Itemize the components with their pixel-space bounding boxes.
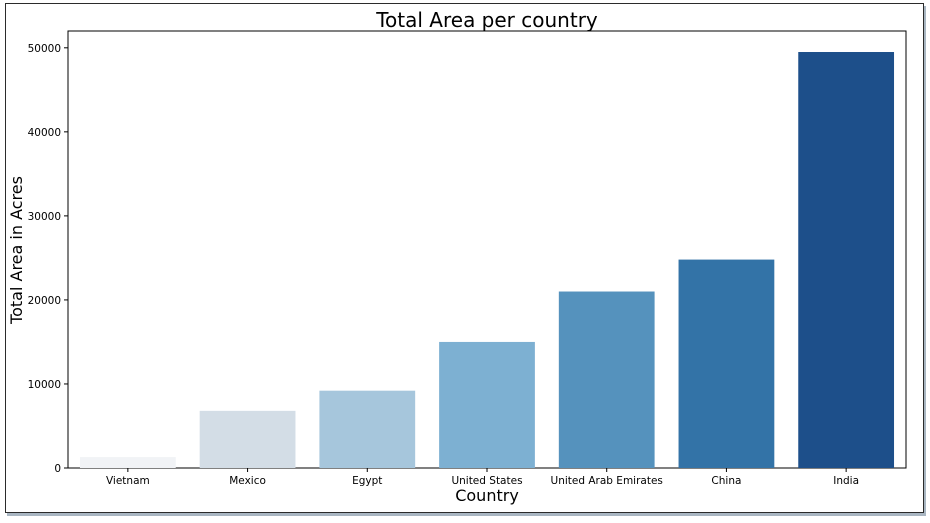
y-tick-label: 30000 xyxy=(28,211,61,223)
x-axis-label: Country xyxy=(455,486,519,505)
y-tick-label: 40000 xyxy=(28,127,61,139)
bar-united-states xyxy=(439,341,535,468)
y-tick-label: 0 xyxy=(54,463,61,475)
x-tick-label: United Arab Emirates xyxy=(551,475,663,487)
x-tick-label: United States xyxy=(451,475,522,487)
x-tick-label: India xyxy=(833,475,859,487)
x-tick-label: China xyxy=(711,475,741,487)
y-axis-ticks: 0 10000 20000 30000 40000 50000 xyxy=(28,43,68,475)
bar-india xyxy=(798,52,895,469)
x-tick-label: Vietnam xyxy=(106,475,150,487)
bar-egypt xyxy=(319,390,416,468)
y-tick-label: 50000 xyxy=(28,43,61,55)
y-tick-label: 20000 xyxy=(28,295,61,307)
bar-united-arab-emirates xyxy=(558,291,655,468)
bar-china xyxy=(678,259,775,468)
bars-group xyxy=(79,52,895,469)
x-tick-label: Egypt xyxy=(352,475,382,487)
y-tick-label: 10000 xyxy=(28,379,61,391)
x-tick-label: Mexico xyxy=(229,475,266,487)
x-axis-ticks: Vietnam Mexico Egypt United States United Ar… xyxy=(106,468,859,487)
y-axis-label: Total Area in Acres xyxy=(7,176,26,325)
bar-mexico xyxy=(199,410,296,468)
chart-title: Total Area per country xyxy=(375,8,598,32)
bar-vietnam xyxy=(79,457,176,468)
